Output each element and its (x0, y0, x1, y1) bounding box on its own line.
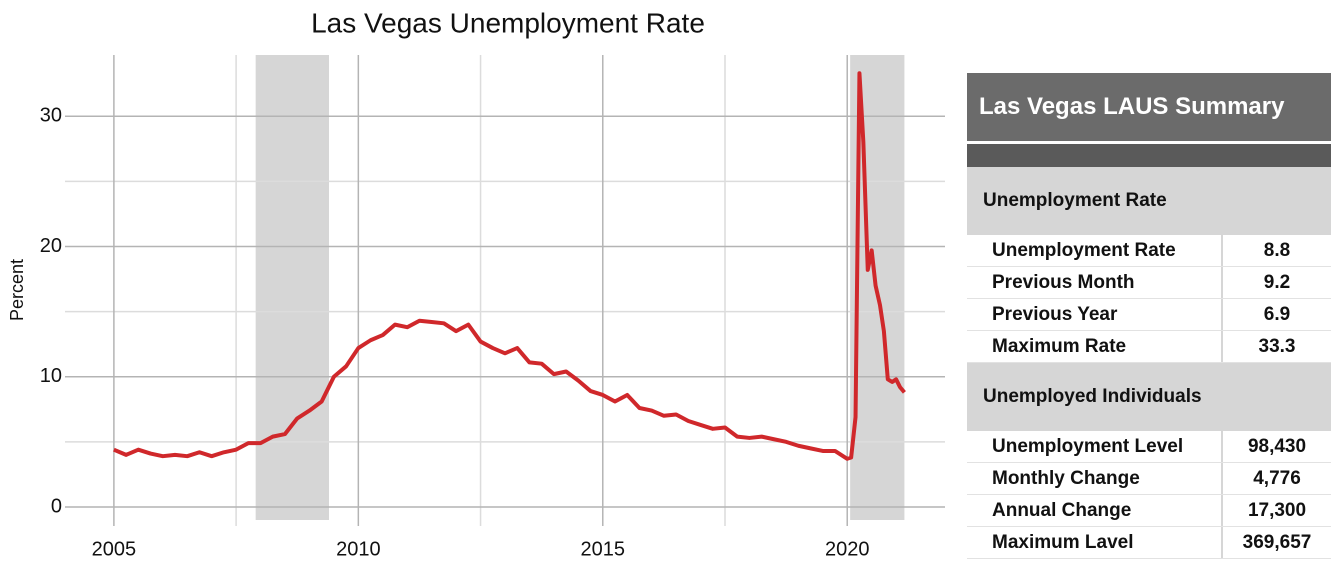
y-tick-label: 10 (40, 365, 62, 387)
chart: Las Vegas Unemployment Rate Percent 0 10 2… (7, 7, 945, 560)
section-header: Unemployment Rate (967, 167, 1331, 235)
row-value: 8.8 (1263, 240, 1291, 261)
table-row: Monthly Change 4,776 (967, 463, 1331, 495)
row-value: 98,430 (1247, 436, 1307, 457)
table-row: Annual Change 17,300 (967, 495, 1331, 527)
y-tick-label: 30 (40, 104, 62, 126)
y-axis-label: Percent (7, 259, 27, 321)
header-band (967, 144, 1331, 167)
row-label: Unemployment Level (967, 431, 1223, 462)
recession-shade (255, 55, 329, 520)
table-row: Unemployment Level 98,430 (967, 431, 1331, 463)
row-label: Previous Year (967, 299, 1223, 330)
x-tick-label: 2020 (825, 538, 870, 560)
x-tick-label: 2010 (336, 538, 381, 560)
section-header: Unemployed Individuals (967, 363, 1331, 431)
summary-table: Las Vegas LAUS Summary Unemployment Rate U… (967, 73, 1331, 559)
table-row: Maximum Lavel 369,657 (967, 527, 1331, 559)
y-tick-label: 20 (40, 235, 62, 257)
row-label: Unemployment Rate (967, 235, 1223, 266)
row-label: Previous Month (967, 267, 1223, 298)
chart-title: Las Vegas Unemployment Rate (311, 7, 705, 38)
table-title: Las Vegas LAUS Summary (967, 73, 1331, 141)
table-row: Unemployment Rate 8.8 (967, 235, 1331, 267)
row-label: Maximum Lavel (967, 527, 1223, 558)
row-value: 33.3 (1258, 336, 1296, 357)
row-value: 369,657 (1242, 532, 1312, 553)
table-row: Previous Year 6.9 (967, 299, 1331, 331)
table-row: Maximum Rate 33.3 (967, 331, 1331, 363)
x-tick-label: 2005 (92, 538, 137, 560)
table-row: Previous Month 9.2 (967, 267, 1331, 299)
row-label: Monthly Change (967, 463, 1223, 494)
row-label: Annual Change (967, 495, 1223, 526)
row-label: Maximum Rate (967, 331, 1223, 362)
row-value: 6.9 (1263, 304, 1291, 325)
y-tick-label: 0 (51, 495, 62, 517)
line (113, 71, 906, 461)
row-value: 9.2 (1263, 272, 1291, 293)
row-value: 17,300 (1247, 500, 1307, 521)
row-value: 4,776 (1253, 468, 1301, 489)
x-tick-label: 2015 (581, 538, 626, 560)
